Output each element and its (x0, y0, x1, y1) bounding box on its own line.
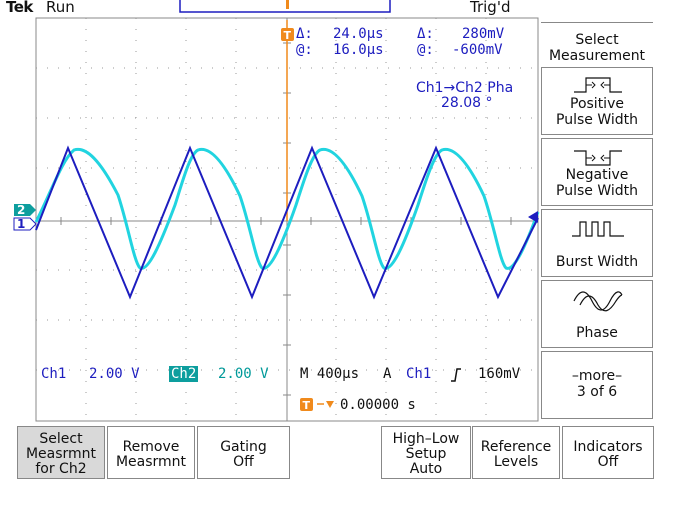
trigger-status: Trig'd (470, 0, 511, 16)
ch1-scale: 2.00 V (89, 366, 140, 382)
ch1-ground-marker: 1 (17, 217, 26, 231)
svg-text:T: T (284, 29, 292, 42)
phase-label: Phase (576, 325, 618, 341)
cursor-at-time: 16.0µs (333, 42, 384, 58)
negative-pulse-label2: Pulse Width (556, 183, 638, 199)
cursor-delta-time: 24.0µs (333, 26, 384, 42)
burst-icon (572, 221, 624, 237)
measurement-label: Ch1→Ch2 Pha (416, 80, 514, 96)
cursor-delta-volts: 280mV (462, 26, 505, 42)
bottom-btn4-line2: Setup (405, 446, 447, 462)
ch2-ground-marker: 2 (17, 203, 26, 217)
ch1-label: Ch1 (41, 366, 67, 382)
select-measurement-for-ch2-button[interactable]: Select Measrmnt for Ch2 (17, 426, 105, 479)
cursor-at-volts: -600mV (452, 42, 503, 58)
ch2-label: Ch2 (169, 366, 199, 382)
trigger-source: Ch1 (406, 366, 432, 382)
bottom-btn6-line1: Indicators (573, 439, 643, 455)
cursor-delta-symbol: Δ: (296, 26, 313, 42)
bottom-btn3-line1: Gating (220, 439, 267, 455)
bottom-btn1-line2: Measrmnt (25, 446, 97, 462)
trigger-level: 160mV (478, 366, 521, 382)
cursor-delta-symbol-volts: Δ: (417, 26, 434, 42)
remove-measurement-button[interactable]: Remove Measrmnt (107, 426, 195, 479)
burst-width-label: Burst Width (555, 254, 639, 270)
high-low-setup-button[interactable]: High–Low Setup Auto (381, 426, 471, 479)
gating-button[interactable]: Gating Off (197, 426, 290, 479)
bottom-btn4-line1: High–Low (392, 431, 460, 447)
negative-pulse-label1: Negative (565, 167, 629, 183)
more-button[interactable]: –more– 3 of 6 (541, 351, 653, 419)
side-menu-title-line1: Select (575, 32, 619, 48)
bottom-btn6-line2: Off (597, 454, 619, 470)
side-menu-title-line2: Measurement (548, 48, 646, 64)
svg-text:T: T (303, 399, 311, 412)
more-page-label: 3 of 6 (576, 384, 618, 400)
indicators-button[interactable]: Indicators Off (562, 426, 654, 479)
rising-edge-icon (451, 368, 461, 382)
bottom-btn1-line1: Select (39, 431, 83, 447)
bottom-btn2-line1: Remove (122, 439, 180, 455)
positive-pulse-label2: Pulse Width (556, 112, 638, 128)
trigger-mode: A (383, 366, 392, 382)
bottom-btn5-line2: Levels (493, 454, 539, 470)
positive-pulse-label1: Positive (570, 96, 624, 112)
more-label: –more– (571, 368, 623, 384)
ch1-waveform (35, 145, 539, 300)
negative-pulse-width-button[interactable]: Negative Pulse Width (541, 138, 653, 206)
record-position-bar (179, 0, 391, 13)
ch2-waveform (34, 147, 540, 270)
run-status: Run (46, 0, 75, 16)
phase-button[interactable]: Phase (541, 280, 653, 348)
bottom-btn3-line2: Off (233, 454, 254, 470)
timebase-readout: M 400µs (300, 366, 360, 382)
bottom-btn2-line2: Measrmnt (115, 454, 187, 470)
positive-pulse-width-button[interactable]: Positive Pulse Width (541, 67, 653, 135)
bottom-btn4-line3: Auto (409, 461, 443, 477)
bottom-btn1-line3: for Ch2 (35, 461, 87, 477)
negative-pulse-icon (574, 150, 622, 166)
trigger-position-icon: T (300, 398, 334, 412)
burst-width-button[interactable]: Burst Width (541, 209, 653, 277)
cursor-at-symbol-volts: @: (417, 42, 434, 58)
ch2-scale: 2.00 V (218, 366, 269, 382)
reference-levels-button[interactable]: Reference Levels (472, 426, 560, 479)
cursor-at-symbol: @: (296, 42, 313, 58)
bottom-btn5-line1: Reference (480, 439, 552, 455)
measurement-value: 28.08 ° (441, 95, 493, 111)
side-menu-title: Select Measurement (541, 22, 653, 65)
brand-logo: Tek (6, 0, 33, 16)
trigger-position: 0.00000 s (340, 397, 416, 413)
phase-icon (573, 291, 623, 312)
positive-pulse-icon (574, 77, 622, 93)
